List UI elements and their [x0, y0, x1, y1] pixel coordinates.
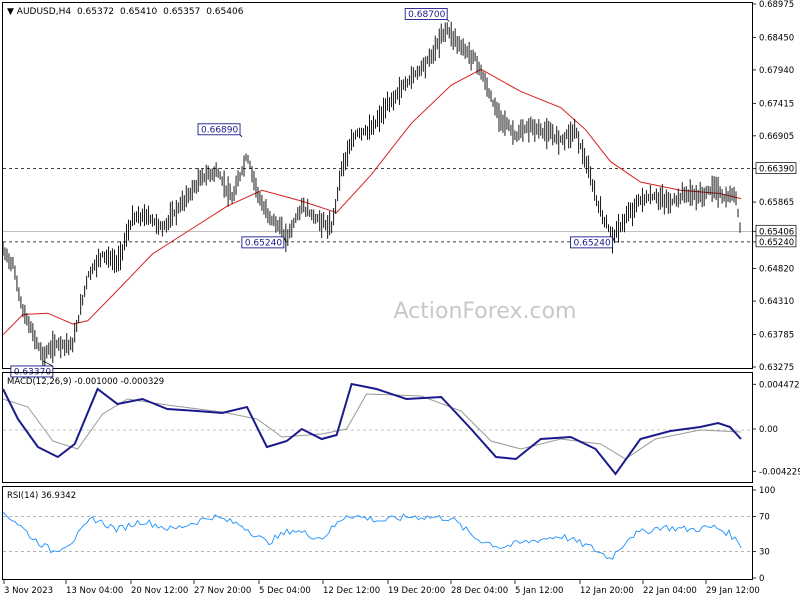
quote-close: 0.65406	[206, 7, 243, 17]
moving-average-line	[2, 68, 742, 336]
svg-text:0.65240: 0.65240	[574, 238, 611, 248]
price-tick-label: 0.67940	[759, 66, 794, 76]
price-tick-label: 0.64310	[759, 297, 794, 307]
price-tick-label: 0.68975	[759, 0, 794, 10]
time-tick-label: 13 Nov 04:00	[66, 586, 123, 596]
price-bars	[2, 21, 741, 367]
macd-signal-line	[2, 393, 742, 460]
time-tick-label: 28 Dec 04:00	[451, 586, 508, 596]
quote-open: 0.65372	[77, 7, 114, 17]
chart-title: ▼ AUDUSD,H4 0.65372 0.65410 0.65357 0.65…	[7, 7, 244, 17]
price-tick-label: 0.65865	[759, 198, 794, 208]
price-pane: 0.63370 0.66890 0.65240 0.68700 0.65240 ▼ AU…	[2, 2, 753, 377]
time-axis: 3 Nov 2023 13 Nov 04:00 20 Nov 12:00 27 Nov…	[3, 580, 760, 596]
price-tick-label: 0.64820	[759, 265, 794, 275]
price-label-box	[755, 162, 797, 174]
time-tick-label: 5 Dec 04:00	[259, 586, 311, 596]
price-tick-label: 0.65406	[759, 227, 794, 237]
macd-tick-label: -0.004229	[759, 467, 800, 477]
price-annotation: 0.65240	[570, 236, 615, 248]
rsi-tick-label: 100	[759, 486, 775, 496]
symbol-label: AUDUSD,H4	[17, 7, 72, 17]
watermark: ActionForex.com	[394, 299, 577, 324]
time-tick-label: 22 Jan 04:00	[643, 586, 697, 596]
macd-axis: 0.004472 0.00 -0.004229	[752, 380, 800, 477]
rsi-tick-label: 70	[759, 512, 770, 522]
price-tick-label: 0.66905	[759, 132, 794, 142]
symbol-triangle: ▼	[7, 7, 17, 17]
time-tick-label: 19 Dec 20:00	[388, 586, 445, 596]
price-annotation: 0.68700	[404, 8, 450, 22]
time-tick-label: 27 Nov 20:00	[194, 586, 251, 596]
price-annotation: 0.63370	[10, 360, 54, 377]
time-tick-label: 12 Dec 12:00	[323, 586, 380, 596]
time-tick-label: 20 Nov 12:00	[131, 586, 188, 596]
macd-label: MACD(12,26,9) -0.001000 -0.000329	[7, 377, 164, 387]
price-annotation: 0.65240	[241, 236, 287, 248]
price-annotation: 0.66890	[197, 123, 243, 138]
price-tick-label: 0.63275	[759, 363, 794, 373]
time-tick-label: 12 Jan 20:00	[580, 586, 634, 596]
price-tick-label: 0.66390	[759, 165, 794, 175]
quote-high: 0.65410	[120, 7, 157, 17]
rsi-pane: RSI(14) 36.9342	[2, 486, 753, 580]
svg-text:0.65240: 0.65240	[245, 238, 282, 248]
rsi-axis: 100 70 30 0	[752, 486, 775, 584]
svg-text:0.66890: 0.66890	[201, 125, 238, 135]
svg-text:0.68700: 0.68700	[408, 10, 445, 20]
quote-low: 0.65357	[163, 7, 200, 17]
price-axis: 0.68975 0.68450 0.67940 0.67415 0.66905 0.663…	[752, 0, 797, 373]
time-tick-label: 29 Jan 12:00	[706, 586, 760, 596]
macd-pane: MACD(12,26,9) -0.001000 -0.000329	[2, 372, 753, 483]
time-tick-label: 5 Jan 12:00	[515, 586, 563, 596]
rsi-tick-label: 30	[759, 548, 770, 558]
price-tick-label: 0.68450	[759, 33, 794, 43]
macd-main-line	[2, 382, 742, 476]
price-tick-label: 0.65240	[759, 238, 794, 248]
time-tick-label: 3 Nov 2023	[4, 586, 53, 596]
rsi-label: RSI(14) 36.9342	[7, 491, 76, 501]
rsi-tick-label: 0	[759, 574, 764, 584]
price-tick-label: 0.63785	[759, 331, 794, 341]
rsi-line	[2, 511, 742, 560]
price-tick-label: 0.67415	[759, 99, 794, 109]
macd-tick-label: 0.004472	[759, 380, 800, 390]
macd-tick-label: 0.00	[759, 425, 778, 435]
price-label-box	[755, 235, 797, 248]
